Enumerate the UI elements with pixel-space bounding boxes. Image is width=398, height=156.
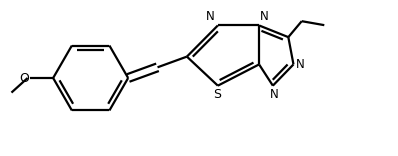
Text: N: N: [206, 10, 215, 23]
Text: O: O: [19, 71, 29, 85]
Text: N: N: [269, 88, 278, 101]
Text: S: S: [213, 88, 221, 101]
Text: N: N: [260, 10, 269, 23]
Text: N: N: [296, 58, 305, 71]
